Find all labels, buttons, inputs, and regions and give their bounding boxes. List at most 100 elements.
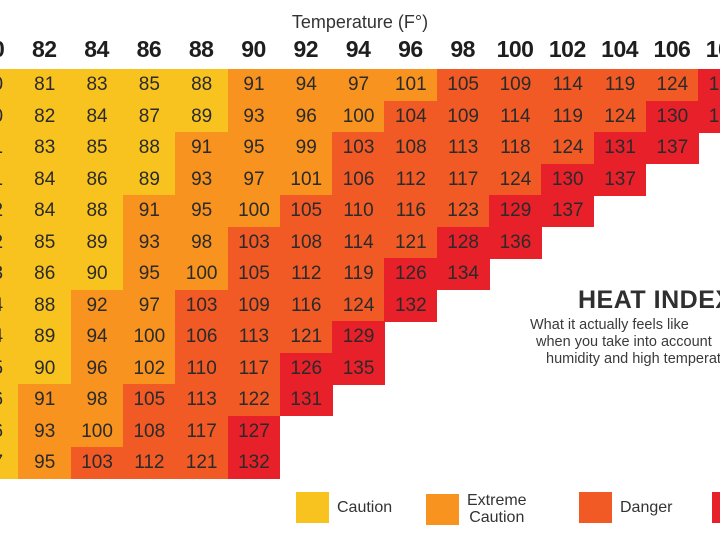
heat-index-cell: 85 <box>122 69 176 102</box>
heat-index-cell: 98 <box>70 384 124 417</box>
heat-index-cell: 119 <box>332 258 385 291</box>
heat-index-cell: 114 <box>541 69 595 102</box>
temperature-header: 96 <box>398 36 423 62</box>
heat-index-cell: 117 <box>227 352 281 385</box>
heat-index-cell: 92 <box>70 289 124 322</box>
heat-index-cell: 121 <box>384 226 438 259</box>
legend-swatch <box>296 492 329 523</box>
temperature-header: 94 <box>345 36 371 62</box>
heat-index-cell: 93 <box>122 226 176 259</box>
heat-index-cell: 116 <box>279 289 333 322</box>
heat-index-cell: 89 <box>18 321 72 354</box>
heat-index-cell: 130 <box>541 163 595 196</box>
heat-index-cell: 128 <box>436 226 490 259</box>
heat-index-cell: 124 <box>593 100 647 133</box>
heat-index-cell: 106 <box>175 321 229 354</box>
heat-index-cell: 88 <box>122 132 176 165</box>
heat-index-cell: 132 <box>227 447 281 480</box>
heat-index-cell: 84 <box>18 195 72 228</box>
heat-index-cell: 126 <box>279 352 333 385</box>
heat-index-cell: 105 <box>122 384 176 417</box>
heat-index-cell: 93 <box>227 100 281 133</box>
heat-index-cell: 95 <box>122 258 176 291</box>
heat-index-cell: 109 <box>436 100 490 133</box>
temperature-header: 86 <box>136 36 162 62</box>
heat-index-cell: 99 <box>279 132 333 165</box>
heat-index-cell: 85 <box>0 352 19 385</box>
heat-index-cell: 112 <box>122 447 176 480</box>
heat-index-cell: 122 <box>227 384 281 417</box>
heat-index-cell: 89 <box>175 100 229 133</box>
heat-index-cell: 83 <box>18 132 72 165</box>
heat-index-cell: 109 <box>489 69 542 102</box>
heat-index-cell: 86 <box>70 163 124 196</box>
chart-subtitle: What it actually feels like when you tak… <box>530 317 720 368</box>
subtitle-line: humidity and high temperatures <box>546 351 720 367</box>
heat-index-cell: 131 <box>279 384 333 417</box>
heat-index-cell: 103 <box>175 289 229 322</box>
heat-index-cell: 89 <box>70 226 124 259</box>
heat-index-cell: 129 <box>489 195 542 228</box>
heat-index-cell: 91 <box>175 132 229 165</box>
heat-index-cell: 100 <box>70 415 124 448</box>
heat-index-cell: 131 <box>593 132 647 165</box>
heat-index-cell: 106 <box>332 163 385 196</box>
heat-index-cell: 93 <box>18 415 72 448</box>
heat-index-cell: 117 <box>436 163 490 196</box>
heat-index-cell: 97 <box>122 289 176 322</box>
heat-index-cell: 88 <box>18 289 72 322</box>
legend-label: Danger <box>620 499 673 516</box>
heat-index-cell: 91 <box>227 69 281 102</box>
heat-index-cell: 81 <box>18 69 72 102</box>
heat-index-cell: 113 <box>436 132 490 165</box>
legend-swatch <box>579 492 612 523</box>
heat-index-cell: 84 <box>70 100 124 133</box>
temperature-header: 88 <box>188 36 214 62</box>
heat-index-cell: 95 <box>18 447 72 480</box>
heat-index-cell: 100 <box>227 195 281 228</box>
legend-item: Danger <box>579 492 672 523</box>
heat-index-cell: 132 <box>384 289 438 322</box>
heat-index-cell: 137 <box>541 195 595 228</box>
temperature-header: 84 <box>84 36 109 62</box>
subtitle-line: What it actually feels like <box>530 317 689 333</box>
temperature-header: 108 <box>705 36 720 62</box>
heat-index-cell: 85 <box>70 132 124 165</box>
heat-index-cell: 105 <box>227 258 281 291</box>
heat-index-cell: 114 <box>332 226 385 259</box>
heat-index-cell: 83 <box>0 258 19 291</box>
heat-index-cell: 108 <box>122 415 176 448</box>
heat-index-cell: 96 <box>279 100 333 133</box>
heat-index-cell: 94 <box>70 321 124 354</box>
legend-swatch <box>426 493 459 525</box>
temperature-header: 82 <box>32 36 57 62</box>
heat-index-cell: 121 <box>175 447 229 480</box>
heat-index-cell: 93 <box>175 163 229 196</box>
heat-index-cell: 100 <box>332 100 385 133</box>
heat-index-cell: 88 <box>70 195 124 228</box>
heat-index-cell: 104 <box>384 100 438 133</box>
heat-index-cell: 80 <box>0 100 19 133</box>
heat-index-cell: 87 <box>122 100 176 133</box>
heat-index-cell: 121 <box>279 321 333 354</box>
temperature-header: 100 <box>496 36 534 62</box>
heat-index-cell: 82 <box>0 195 19 228</box>
heat-index-cell: 101 <box>384 69 438 102</box>
heat-index-cell: 136 <box>489 226 542 259</box>
heat-index-cell: 103 <box>70 447 124 480</box>
heat-index-cell: 112 <box>279 258 333 291</box>
heat-index-cell: 95 <box>227 132 281 165</box>
heat-index-cell: 129 <box>332 321 385 354</box>
heat-index-cell: 109 <box>227 289 281 322</box>
heat-index-cell: 100 <box>175 258 229 291</box>
heat-index-cell: 83 <box>70 69 124 102</box>
heat-index-cell: 105 <box>279 195 333 228</box>
heat-index-cell: 101 <box>279 163 333 196</box>
legend-item: Caution <box>296 492 392 523</box>
heat-index-cell: 112 <box>384 163 438 196</box>
heat-index-cell: 124 <box>541 132 595 165</box>
x-axis-title: Temperature (F°) <box>291 12 429 32</box>
heat-index-cell: 85 <box>18 226 72 259</box>
heat-index-cell: 94 <box>279 69 333 102</box>
